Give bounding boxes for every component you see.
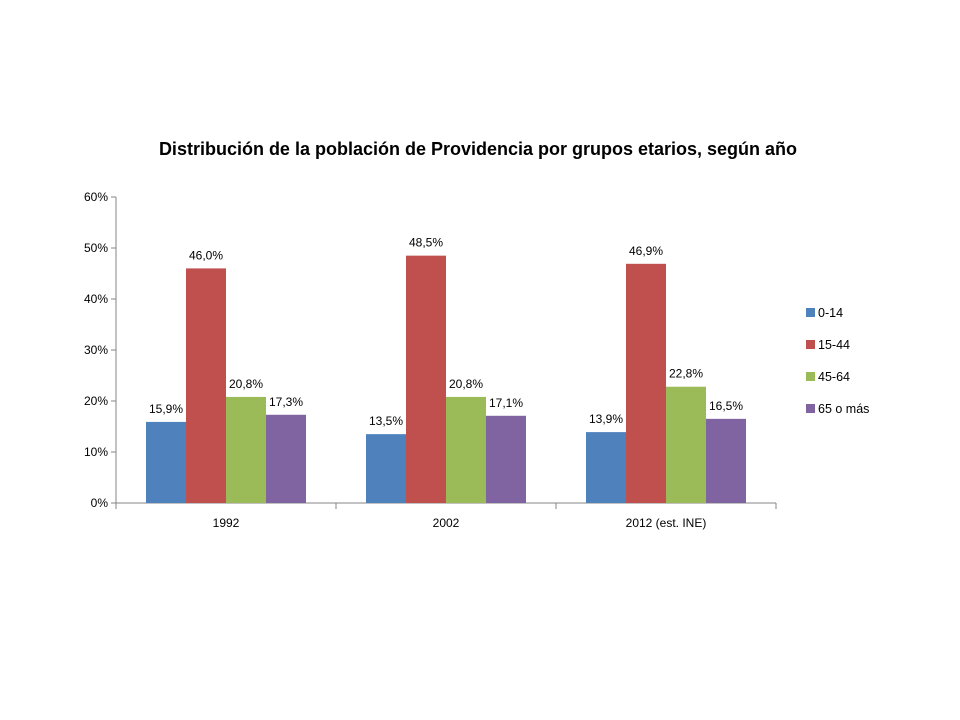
bar — [666, 386, 706, 503]
bar — [266, 414, 306, 503]
legend-label: 65 o más — [818, 402, 869, 416]
data-label: 17,3% — [269, 395, 303, 409]
legend-label: 0-14 — [818, 306, 843, 320]
bar — [186, 268, 226, 503]
y-tick-label: 0% — [91, 496, 109, 510]
bars — [146, 255, 746, 503]
data-label: 13,5% — [369, 414, 403, 428]
data-label: 20,8% — [449, 377, 483, 391]
y-tick-label: 50% — [84, 241, 108, 255]
data-label: 13,9% — [589, 412, 623, 426]
legend-label: 45-64 — [818, 370, 850, 384]
y-tick-label: 60% — [84, 190, 108, 204]
data-label: 48,5% — [409, 236, 443, 250]
data-label: 15,9% — [149, 402, 183, 416]
data-label: 46,9% — [629, 244, 663, 258]
chart-title: Distribución de la población de Providen… — [159, 139, 797, 159]
bar — [366, 434, 406, 503]
x-tick-label: 1992 — [213, 516, 240, 530]
y-tick-label: 40% — [84, 292, 108, 306]
legend: 0-14 15-44 45-64 65 o más — [806, 306, 869, 416]
bar — [706, 418, 746, 503]
legend-swatch — [806, 308, 815, 317]
data-label: 16,5% — [709, 399, 743, 413]
y-tick-label: 20% — [84, 394, 108, 408]
data-label: 46,0% — [189, 248, 223, 262]
x-tick-label: 2012 (est. INE) — [626, 516, 707, 530]
data-label: 17,1% — [489, 396, 523, 410]
legend-label: 15-44 — [818, 338, 850, 352]
x-tick-label: 2002 — [433, 516, 460, 530]
data-label: 20,8% — [229, 377, 263, 391]
legend-swatch — [806, 340, 815, 349]
legend-swatch — [806, 404, 815, 413]
data-labels: 15,9% 46,0% 20,8% 17,3% 13,5% 48,5% 20,8% 17,1%… — [149, 236, 743, 429]
legend-swatch — [806, 372, 815, 381]
bar — [486, 415, 526, 503]
bar — [226, 396, 266, 503]
bar — [586, 432, 626, 503]
y-tick-label: 10% — [84, 445, 108, 459]
y-tick-label: 30% — [84, 343, 108, 357]
bar — [406, 255, 446, 503]
bar — [626, 263, 666, 503]
data-label: 22,8% — [669, 367, 703, 381]
bar — [446, 396, 486, 503]
bar — [146, 421, 186, 503]
